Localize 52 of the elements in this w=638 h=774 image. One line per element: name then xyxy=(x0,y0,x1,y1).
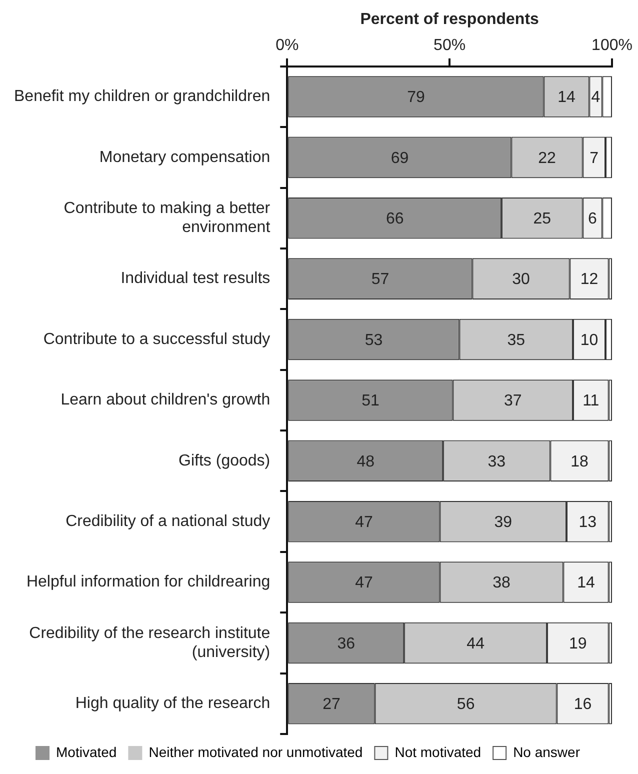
data-label: 27 xyxy=(322,696,340,714)
data-label: 18 xyxy=(570,453,589,470)
data-label: 14 xyxy=(577,574,596,592)
data-label: 47 xyxy=(355,574,373,592)
data-label: 7 xyxy=(590,150,599,167)
data-label: 4 xyxy=(591,89,600,106)
data-label: 51 xyxy=(362,392,380,410)
data-label: 10 xyxy=(580,332,598,349)
data-label: 25 xyxy=(533,210,552,228)
data-label: 13 xyxy=(578,514,597,531)
y-tick-label: Learn about children's growth xyxy=(60,392,270,409)
data-label: 37 xyxy=(504,392,522,410)
data-label: 16 xyxy=(574,696,592,714)
data-label: 56 xyxy=(456,696,475,714)
data-label: 48 xyxy=(356,453,375,470)
x-tick-label: 0% xyxy=(276,37,299,54)
data-label: 19 xyxy=(568,635,587,652)
data-label: 6 xyxy=(588,210,598,228)
data-label: 66 xyxy=(386,210,404,228)
y-tick-label: Contribute to making a better environment xyxy=(64,200,271,236)
y-tick-label: Benefit my children or grandchildren xyxy=(14,88,270,106)
data-label: 57 xyxy=(371,271,390,288)
data-label: 14 xyxy=(558,89,576,106)
legend-label: Neither motivated nor unmotivated xyxy=(148,744,363,760)
data-label: 11 xyxy=(582,392,600,410)
legend-label: Motivated xyxy=(56,744,117,760)
x-axis-title: Percent of respondents xyxy=(360,11,540,28)
x-tick-label: 100% xyxy=(592,37,632,54)
legend-label: No answer xyxy=(513,744,580,760)
y-tick-label: Individual test results xyxy=(120,270,270,288)
y-tick-label: Credibility of a national study xyxy=(66,512,270,530)
data-label: 36 xyxy=(337,635,356,652)
data-label: 35 xyxy=(507,332,526,349)
data-label: 69 xyxy=(390,150,409,167)
data-label: 12 xyxy=(580,271,598,288)
y-tick-label: Helpful information for childrearing xyxy=(26,574,270,591)
y-tick-label: Monetary compensation xyxy=(99,148,270,166)
x-tick-label: 50% xyxy=(434,37,466,54)
data-label: 79 xyxy=(407,89,425,106)
y-tick-label: Credibility of the research institute (university) xyxy=(29,624,270,661)
data-label: 39 xyxy=(494,514,512,531)
y-tick-label: Contribute to a successful study xyxy=(43,330,270,348)
data-label: 33 xyxy=(488,453,506,470)
legend-label: Not motivated xyxy=(394,744,482,760)
data-label: 47 xyxy=(355,514,373,531)
data-label: 30 xyxy=(512,271,530,288)
y-tick-label: High quality of the research xyxy=(75,695,270,712)
data-label: 53 xyxy=(364,332,383,349)
data-label: 22 xyxy=(538,150,556,167)
y-tick-label: Gifts (goods) xyxy=(178,452,270,470)
data-label: 44 xyxy=(466,635,485,652)
data-label: 38 xyxy=(492,574,511,592)
